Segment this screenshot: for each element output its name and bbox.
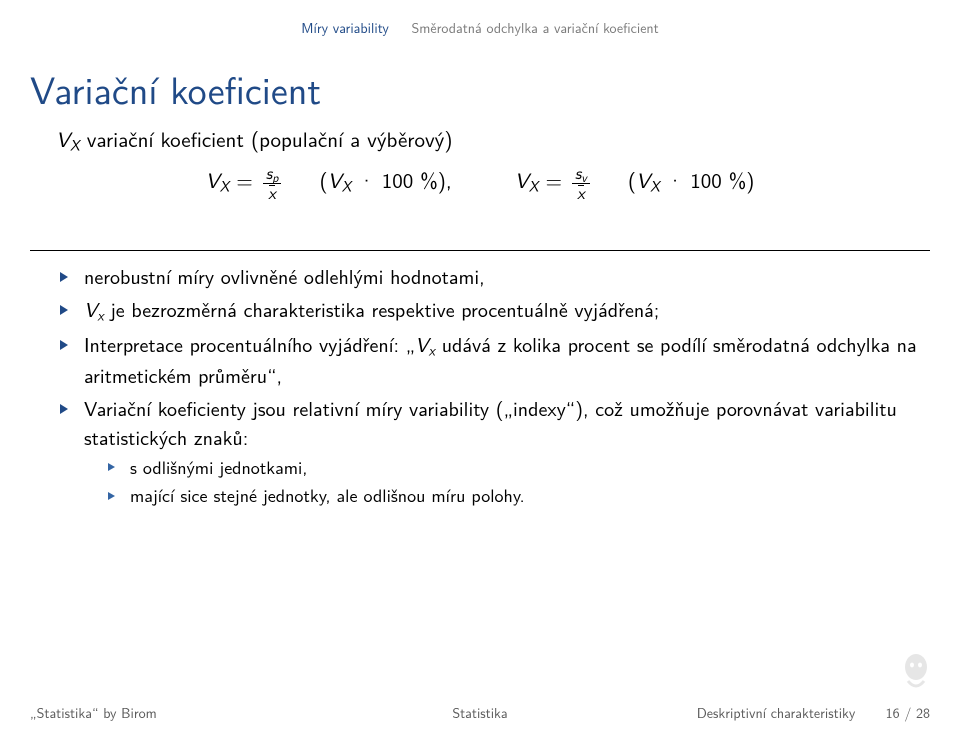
subtitle-text: variační koeficient (populační a výběrov… (80, 124, 453, 154)
footer-right: Deskriptivní charakteristiky 16 / 28 (630, 703, 930, 723)
s1-text: s odlišnými jednotkami, (130, 453, 307, 480)
footer-left: „Statistika“ by Birom (30, 703, 330, 723)
subtitle-var-sub: X (70, 134, 80, 156)
footer: „Statistika“ by Birom Statistika Deskrip… (30, 703, 930, 723)
slide: Míry variability Směrodatná odchylka a v… (0, 0, 960, 739)
b4-qopen (504, 394, 513, 423)
sub-bullet-1: s odlišnými jednotkami, (106, 454, 920, 480)
footer-left-mid: Statistika (37, 703, 92, 723)
f1-lhs: V (206, 165, 220, 195)
b3-var: V (415, 330, 428, 359)
bullet-1-text: nerobustní míry ovlivněné odlehlými hodn… (84, 262, 485, 291)
b3-pre: Interpretace procentuálního vyjádření: (84, 330, 406, 359)
f1-den-x: x (268, 184, 276, 202)
f1-eq: = (236, 165, 259, 195)
f1-lhs-sub: X (220, 174, 230, 196)
b4-q: indexy (513, 394, 566, 423)
page-title: Variační koeficient (30, 60, 321, 116)
subtitle-var: V (56, 124, 70, 154)
f2-den: x (572, 184, 590, 202)
f2-lhs-sub: X (529, 174, 539, 196)
footer-center: Statistika (330, 703, 630, 723)
bullet-1: nerobustní míry ovlivněné odlehlými hodn… (56, 262, 920, 291)
subtitle: VX variační koeficient (populační a výbě… (56, 124, 453, 156)
f2-frac: sv x (572, 164, 590, 202)
b3-qopen (406, 330, 415, 359)
breadcrumb-section: Míry variability (301, 18, 389, 38)
formula-group-2: VX = sv x (VX · 100 %) (515, 164, 755, 202)
watermark-icon (898, 651, 934, 693)
f1-frac: sp x (263, 164, 282, 202)
f1-paren-sub: X (342, 174, 352, 196)
f2-lhs: V (515, 165, 529, 195)
sub-bullet-2: mající sice stejné jednotky, ale odlišno… (106, 482, 920, 508)
b2-post: je bezrozměrná charakteristika respektiv… (104, 295, 660, 324)
bullet-2: Vx je bezrozměrná charakteristika respek… (56, 295, 920, 326)
sub-bullet-list: s odlišnými jednotkami, mající sice stej… (106, 454, 920, 508)
f2-paren-rest: · 100 %) (660, 165, 754, 195)
footer-left-pre: „ (30, 703, 37, 723)
body: nerobustní míry ovlivněné odlehlými hodn… (56, 262, 920, 512)
formula-row: VX = sp x (VX · 100 %), VX = sv x (VX · … (0, 164, 960, 202)
b4-pre: Variační koeficienty jsou relativní míry… (84, 394, 504, 423)
b3-end: , (277, 361, 283, 390)
breadcrumb: Míry variability Směrodatná odchylka a v… (0, 18, 960, 38)
formula-group-1: VX = sp x (VX · 100 %), (206, 164, 452, 202)
b2-var: V (84, 295, 97, 324)
f1-paren-v: V (328, 165, 342, 195)
bullet-list: nerobustní míry ovlivněné odlehlými hodn… (56, 262, 920, 508)
footer-right-label: Deskriptivní charakteristiky (697, 703, 856, 723)
footer-right-page: 16 / 28 (886, 703, 930, 723)
f2-den-x: x (577, 184, 585, 202)
f1-paren-rest: · 100 %), (351, 165, 451, 195)
f2-eq: = (546, 165, 569, 195)
bullet-4: Variační koeficienty jsou relativní míry… (56, 394, 920, 508)
s2-text: mající sice stejné jednotky, ale odlišno… (130, 481, 525, 508)
f1-paren-open: ( (319, 165, 327, 195)
f1-den: x (263, 184, 282, 202)
b3-qclose (267, 361, 276, 390)
f2-paren-sub: X (650, 174, 660, 196)
f2-paren-v: V (636, 165, 650, 195)
bullet-3: Interpretace procentuálního vyjádření: V… (56, 330, 920, 390)
b4-qclose (566, 394, 575, 423)
f2-paren-open: ( (628, 165, 636, 195)
separator-rule (30, 250, 930, 251)
breadcrumb-subsection: Směrodatná odchylka a variační koeficien… (411, 18, 658, 38)
footer-left-post: “ by Birom (92, 703, 157, 723)
